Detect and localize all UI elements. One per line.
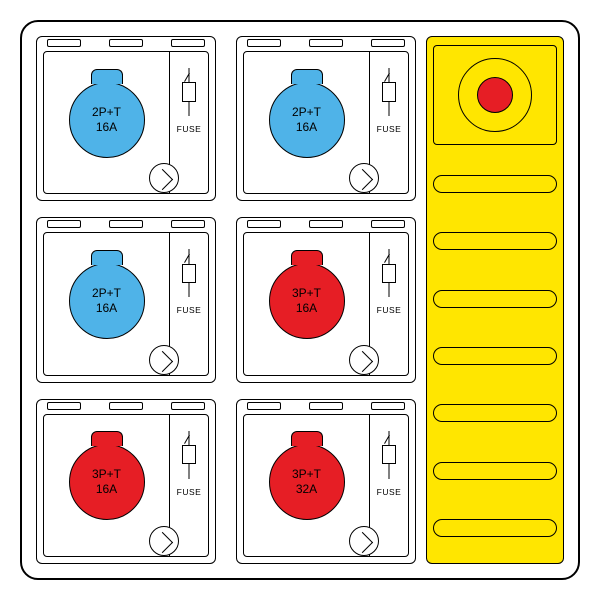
plug-label-line2: 16A (92, 120, 121, 135)
socket-module: 2P+T16A FUSE (36, 217, 216, 382)
plug-area: 2P+T16A (44, 52, 170, 193)
fuse-area: FUSE (370, 415, 408, 556)
plug-label: 2P+T16A (92, 105, 121, 135)
fuse-label: FUSE (377, 124, 402, 134)
socket-grid: 2P+T16AFUSE2P+T16AFUSE2P+T16AFUSE3P+T16A… (36, 36, 416, 564)
fuse-icon (182, 68, 196, 116)
plug-label-line2: 16A (92, 482, 121, 497)
socket-tabs (37, 220, 215, 230)
plug-label-line1: 2P+T (292, 105, 321, 120)
socket-tabs (237, 402, 415, 412)
socket-module: 3P+T16A FUSE (36, 399, 216, 564)
fuse-icon (382, 249, 396, 297)
fuse-icon (182, 431, 196, 479)
plug-label-line2: 16A (292, 301, 321, 316)
fuse-label: FUSE (177, 305, 202, 315)
socket-tabs (37, 39, 215, 49)
plug-area: 3P+T16A (244, 233, 370, 374)
plug-label-line1: 2P+T (92, 105, 121, 120)
fuse-icon (182, 249, 196, 297)
socket-body: 2P+T16A FUSE (43, 51, 209, 194)
socket-body: 3P+T16A FUSE (243, 232, 409, 375)
socket-module: 3P+T16A FUSE (236, 217, 416, 382)
estop-ring (458, 58, 532, 132)
fuse-label: FUSE (377, 487, 402, 497)
plug-label-line1: 3P+T (292, 286, 321, 301)
fuse-area: FUSE (370, 52, 408, 193)
breaker-slot (433, 232, 557, 250)
socket-body: 3P+T16A FUSE (43, 414, 209, 557)
plug-label-line2: 32A (292, 482, 321, 497)
breaker-slot (433, 347, 557, 365)
plug-label-line1: 2P+T (92, 286, 121, 301)
breaker-slot (433, 462, 557, 480)
fuse-area: FUSE (170, 415, 208, 556)
plug-label-line1: 3P+T (92, 467, 121, 482)
distribution-panel: 2P+T16AFUSE2P+T16AFUSE2P+T16AFUSE3P+T16A… (20, 20, 580, 580)
fuse-label: FUSE (177, 124, 202, 134)
plug-label: 2P+T16A (292, 105, 321, 135)
plug-label: 3P+T16A (292, 286, 321, 316)
plug-socket[interactable]: 3P+T16A (269, 263, 345, 339)
plug-socket[interactable]: 3P+T16A (69, 444, 145, 520)
plug-socket[interactable]: 2P+T16A (269, 82, 345, 158)
fuse-area: FUSE (370, 233, 408, 374)
socket-module: 3P+T32A FUSE (236, 399, 416, 564)
socket-module: 2P+T16A FUSE (236, 36, 416, 201)
plug-label-line2: 16A (292, 120, 321, 135)
plug-label-line2: 16A (92, 301, 121, 316)
breaker-slot (433, 290, 557, 308)
socket-module: 2P+T16A FUSE (36, 36, 216, 201)
socket-body: 2P+T16A FUSE (43, 232, 209, 375)
estop-module (433, 45, 557, 145)
estop-button[interactable] (477, 77, 513, 113)
breaker-slots (433, 155, 557, 555)
plug-label: 3P+T16A (92, 467, 121, 497)
fuse-area: FUSE (170, 52, 208, 193)
fuse-label: FUSE (177, 487, 202, 497)
breaker-slot (433, 175, 557, 193)
socket-body: 3P+T32A FUSE (243, 414, 409, 557)
breaker-slot (433, 519, 557, 537)
fuse-icon (382, 68, 396, 116)
socket-tabs (237, 220, 415, 230)
plug-area: 2P+T16A (44, 233, 170, 374)
control-panel (426, 36, 564, 564)
plug-socket[interactable]: 3P+T32A (269, 444, 345, 520)
plug-socket[interactable]: 2P+T16A (69, 263, 145, 339)
plug-area: 2P+T16A (244, 52, 370, 193)
fuse-label: FUSE (377, 305, 402, 315)
plug-label: 3P+T32A (292, 467, 321, 497)
plug-label-line1: 3P+T (292, 467, 321, 482)
plug-label: 2P+T16A (92, 286, 121, 316)
socket-tabs (237, 39, 415, 49)
socket-tabs (37, 402, 215, 412)
fuse-area: FUSE (170, 233, 208, 374)
breaker-slot (433, 404, 557, 422)
plug-socket[interactable]: 2P+T16A (69, 82, 145, 158)
plug-area: 3P+T32A (244, 415, 370, 556)
fuse-icon (382, 431, 396, 479)
plug-area: 3P+T16A (44, 415, 170, 556)
socket-body: 2P+T16A FUSE (243, 51, 409, 194)
